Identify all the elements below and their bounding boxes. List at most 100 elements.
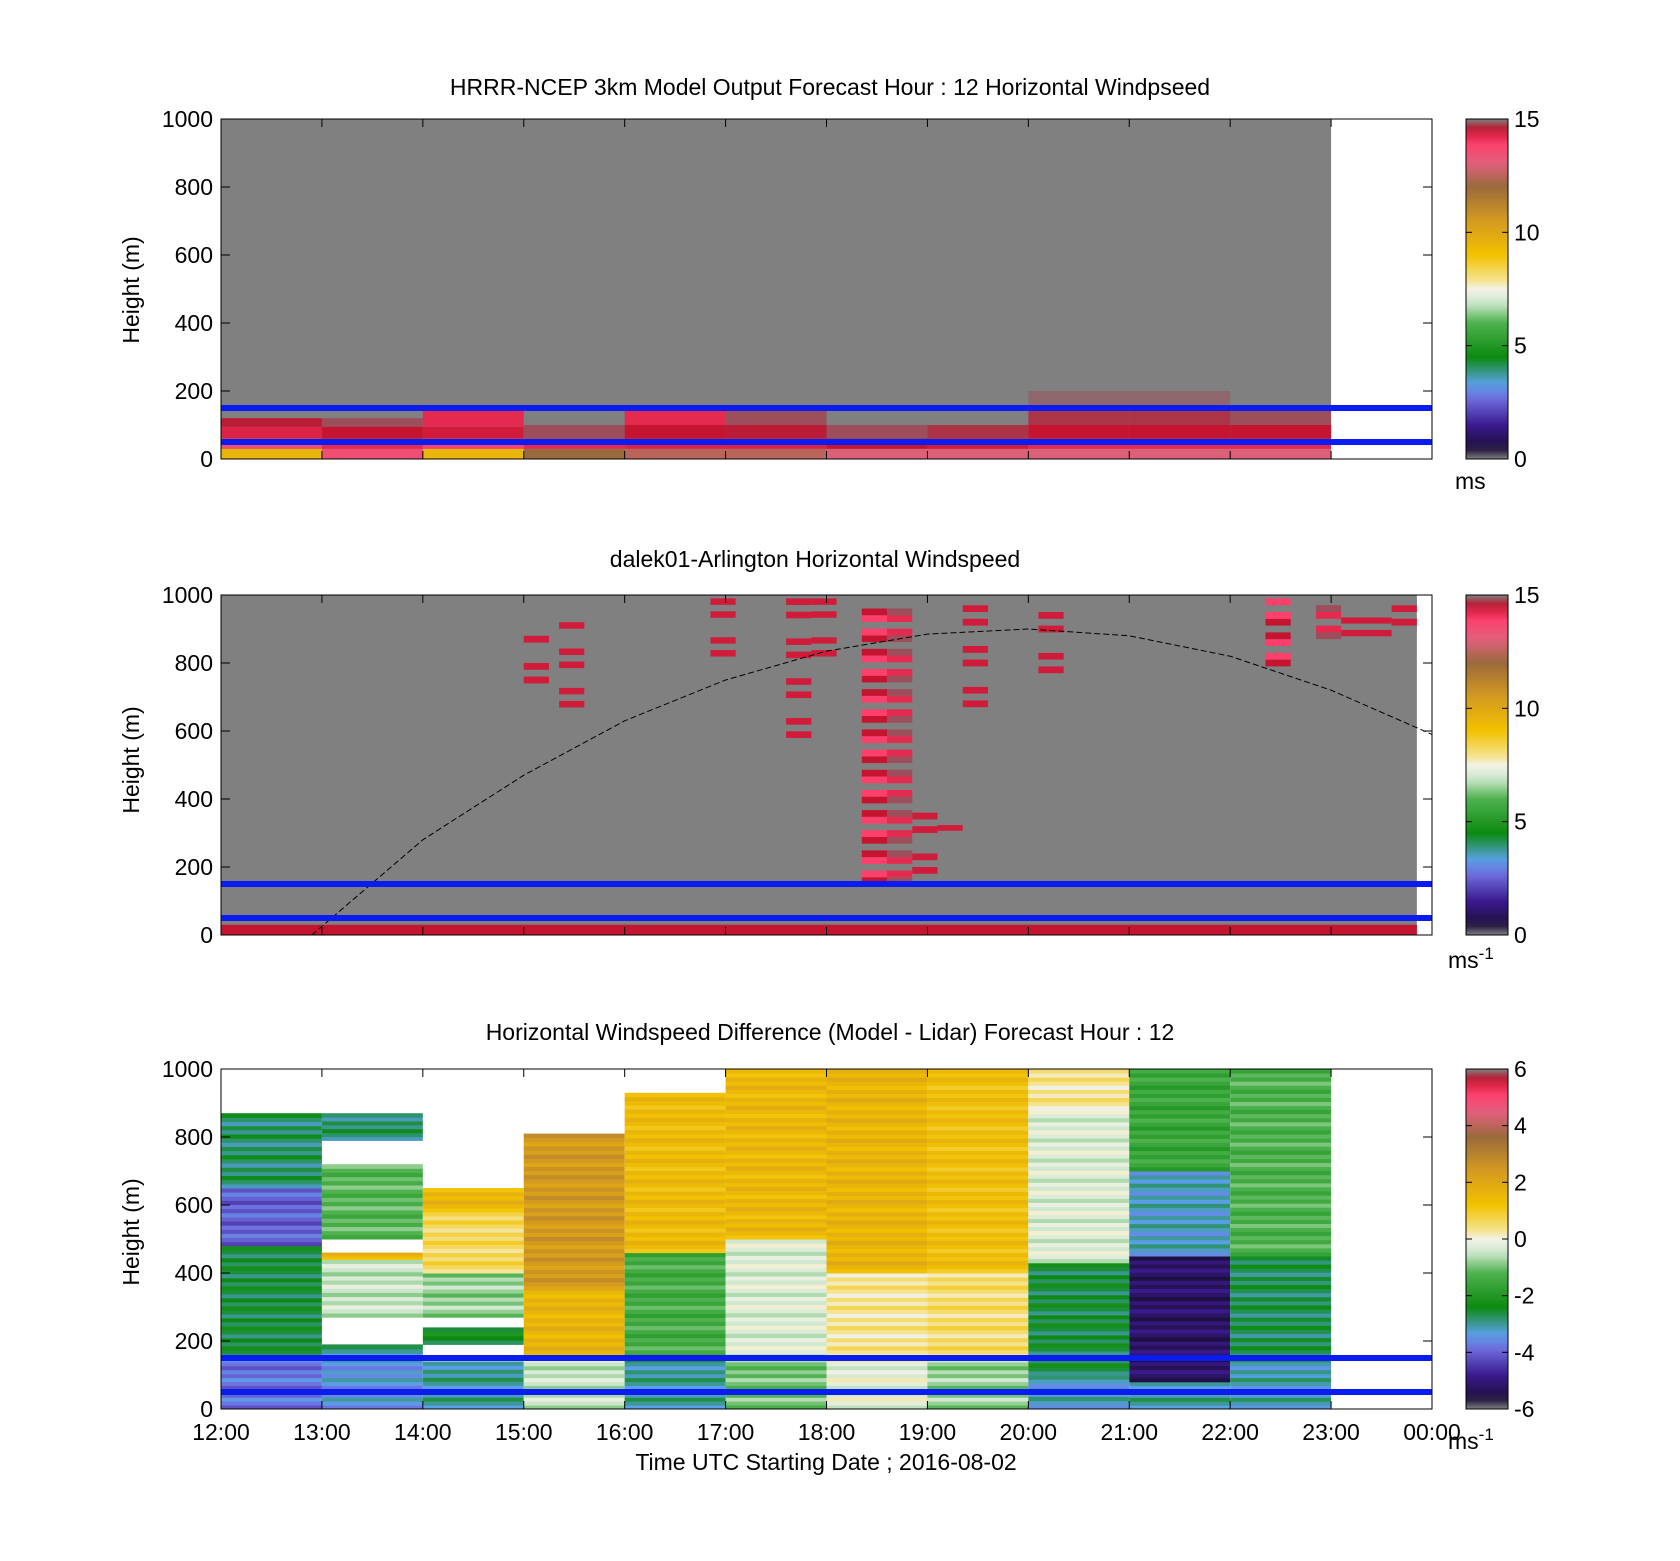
difference-cell: [927, 1224, 1029, 1229]
difference-cell: [1028, 1262, 1130, 1268]
difference-cell: [1028, 1286, 1130, 1292]
y-tick-label: 200: [175, 854, 213, 880]
colorbar-tick-label: 15: [1514, 582, 1540, 608]
wind-streak-cell: [1366, 598, 1392, 605]
wind-streak-cell: [523, 676, 549, 684]
difference-cell: [826, 1215, 928, 1221]
difference-cell: [1230, 1215, 1332, 1220]
difference-cell: [1230, 1304, 1332, 1310]
difference-cell: [826, 1166, 928, 1172]
difference-cell: [321, 1296, 423, 1302]
difference-cell: [927, 1142, 1029, 1148]
difference-cell: [927, 1228, 1029, 1233]
difference-cell: [1129, 1280, 1231, 1285]
difference-cell: [321, 1218, 423, 1223]
difference-cell: [1129, 1316, 1231, 1322]
x-tick-label: 12:00: [192, 1419, 250, 1445]
difference-cell: [523, 1277, 625, 1283]
difference-cell: [1129, 1113, 1231, 1119]
difference-cell: [221, 1305, 322, 1311]
difference-cell: [725, 1105, 827, 1110]
difference-cell: [523, 1137, 625, 1143]
difference-cell: [1129, 1085, 1231, 1090]
difference-cell: [624, 1405, 726, 1410]
difference-cell: [927, 1397, 1029, 1402]
difference-cell: [1129, 1377, 1231, 1383]
difference-cell: [826, 1405, 928, 1410]
difference-cell: [725, 1081, 827, 1086]
wind-streak-cell: [559, 641, 585, 649]
difference-cell: [826, 1236, 928, 1241]
model-level-cell: [1230, 409, 1332, 425]
difference-cell: [927, 1077, 1029, 1082]
wind-streak-cell: [523, 663, 549, 670]
wind-streak-cell: [887, 675, 913, 683]
difference-cell: [1028, 1370, 1130, 1376]
wind-streak-cell: [887, 729, 913, 737]
difference-cell: [523, 1338, 625, 1343]
model-level-cell: [1230, 425, 1332, 439]
difference-cell: [725, 1194, 827, 1200]
difference-cell: [321, 1393, 423, 1398]
difference-cell: [422, 1340, 524, 1345]
wind-streak-cell: [962, 618, 988, 626]
difference-cell: [1028, 1190, 1130, 1195]
wind-streak-cell: [887, 850, 913, 858]
difference-cell: [321, 1381, 423, 1386]
difference-cell: [321, 1304, 423, 1310]
difference-cell: [1028, 1222, 1130, 1228]
difference-cell: [1028, 1334, 1130, 1340]
difference-cell: [725, 1077, 827, 1082]
difference-cell: [422, 1331, 524, 1337]
difference-cell: [1129, 1203, 1231, 1208]
difference-cell: [725, 1154, 827, 1159]
difference-cell: [1028, 1342, 1130, 1348]
difference-cell: [221, 1192, 322, 1197]
difference-cell: [422, 1285, 524, 1290]
difference-cell: [927, 1333, 1029, 1339]
difference-cell: [1129, 1365, 1231, 1371]
model-level-cell: [826, 425, 928, 439]
difference-cell: [1028, 1306, 1130, 1312]
difference-cell: [1028, 1202, 1130, 1207]
difference-cell: [1129, 1231, 1231, 1237]
difference-cell: [321, 1373, 423, 1379]
difference-cell: [826, 1228, 928, 1233]
difference-cell: [725, 1137, 827, 1143]
difference-cell: [826, 1142, 928, 1148]
difference-cell: [725, 1117, 827, 1123]
difference-cell: [725, 1069, 827, 1074]
difference-cell: [624, 1158, 726, 1163]
difference-cell: [927, 1244, 1029, 1250]
difference-cell: [1230, 1333, 1332, 1339]
difference-cell: [523, 1397, 625, 1402]
difference-cell: [1129, 1329, 1231, 1334]
difference-cell: [725, 1234, 827, 1240]
difference-cell: [826, 1325, 928, 1331]
difference-cell: [1230, 1276, 1332, 1281]
difference-cell: [221, 1225, 322, 1230]
difference-cell: [826, 1256, 928, 1262]
difference-cell: [221, 1265, 322, 1271]
difference-cell: [1028, 1133, 1130, 1139]
wind-streak-cell: [1391, 625, 1417, 633]
colorbar-gradient: [1465, 1068, 1509, 1410]
difference-cell: [624, 1162, 726, 1168]
difference-cell: [826, 1097, 928, 1103]
difference-cell: [624, 1329, 726, 1335]
difference-cell: [826, 1211, 928, 1217]
difference-cell: [1230, 1125, 1332, 1131]
difference-cell: [523, 1220, 625, 1225]
difference-cell: [221, 1285, 322, 1291]
difference-cell: [1028, 1101, 1130, 1107]
wind-streak-cell: [811, 598, 837, 605]
difference-cell: [826, 1313, 928, 1319]
difference-cell: [624, 1264, 726, 1270]
difference-cell: [624, 1092, 726, 1098]
difference-cell: [826, 1162, 928, 1168]
difference-cell: [523, 1244, 625, 1250]
difference-cell: [321, 1234, 423, 1240]
difference-cell: [321, 1397, 423, 1402]
difference-cell: [1028, 1121, 1130, 1127]
difference-cell: [523, 1154, 625, 1159]
